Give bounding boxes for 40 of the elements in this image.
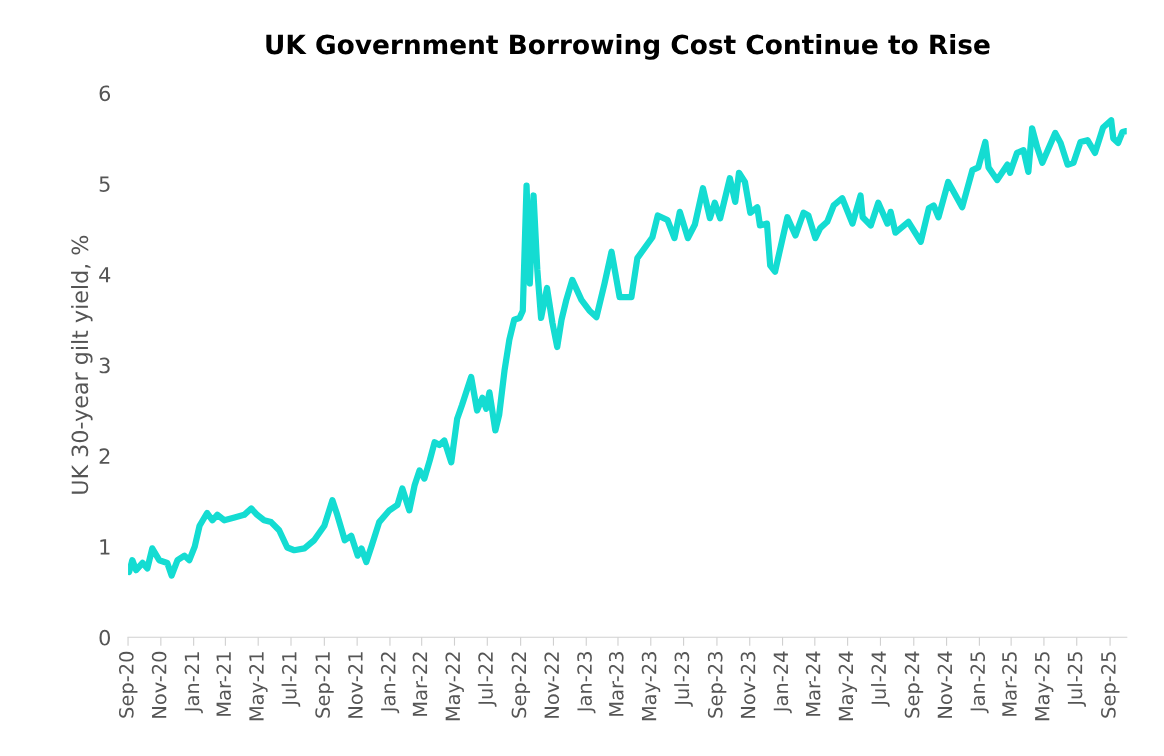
x-tick-label: Jan-23 (577, 652, 596, 714)
y-tick-label: 5 (99, 176, 110, 192)
y-tick-label: 2 (99, 448, 110, 464)
y-tick-label: 4 (99, 267, 111, 283)
y-axis-title: UK 30-year gilt yield, % (71, 235, 93, 494)
x-tick-label: Jul-24 (871, 651, 890, 707)
x-tick-label: May-25 (1034, 652, 1054, 721)
y-tick-label: 0 (99, 629, 110, 646)
x-tick-label: May-23 (641, 652, 661, 721)
x-tick-label: Sep-23 (707, 652, 727, 718)
x-tick-label: Jan-25 (970, 652, 989, 714)
x-tick-label: Mar-24 (805, 651, 821, 716)
y-tick-label: 3 (99, 357, 110, 374)
chart-title: UK Government Borrowing Cost Continue to Rise (266, 34, 990, 60)
x-tick-label: Jul-25 (1067, 652, 1086, 707)
x-tick-label: Jan-21 (184, 652, 203, 714)
x-tick-label: Nov-21 (348, 652, 363, 718)
x-tick-label: Jul-23 (674, 652, 693, 707)
x-tick-label: May-22 (445, 652, 464, 721)
x-tick-label: Jan-24 (773, 651, 792, 714)
x-tick-label: Sep-22 (511, 652, 531, 718)
x-tick-label: Nov-24 (937, 651, 953, 718)
x-tick-label: Nov-20 (151, 651, 167, 718)
y-tick-label: 6 (99, 85, 111, 102)
x-tick-label: Sep-20 (118, 651, 138, 718)
y-tick-label: 1 (100, 539, 110, 555)
x-tick-label: Nov-23 (740, 652, 756, 718)
x-tick-label: May-24 (838, 651, 858, 721)
x-tick-label: May-21 (249, 652, 268, 721)
x-tick-label: Sep-21 (315, 652, 334, 718)
x-tick-label: Sep-25 (1101, 652, 1120, 718)
x-tick-label: Jul-21 (281, 652, 301, 707)
x-tick-label: Sep-24 (904, 651, 924, 718)
x-tick-label: Mar-22 (412, 652, 428, 716)
x-tick-label: Mar-21 (216, 652, 232, 716)
x-tick-label: Jul-22 (477, 652, 497, 707)
x-tick-label: Mar-23 (608, 652, 624, 716)
x-tick-label: Nov-22 (544, 652, 560, 718)
x-tick-label: Jan-22 (380, 652, 400, 714)
x-tick-label: Mar-25 (1002, 652, 1017, 716)
